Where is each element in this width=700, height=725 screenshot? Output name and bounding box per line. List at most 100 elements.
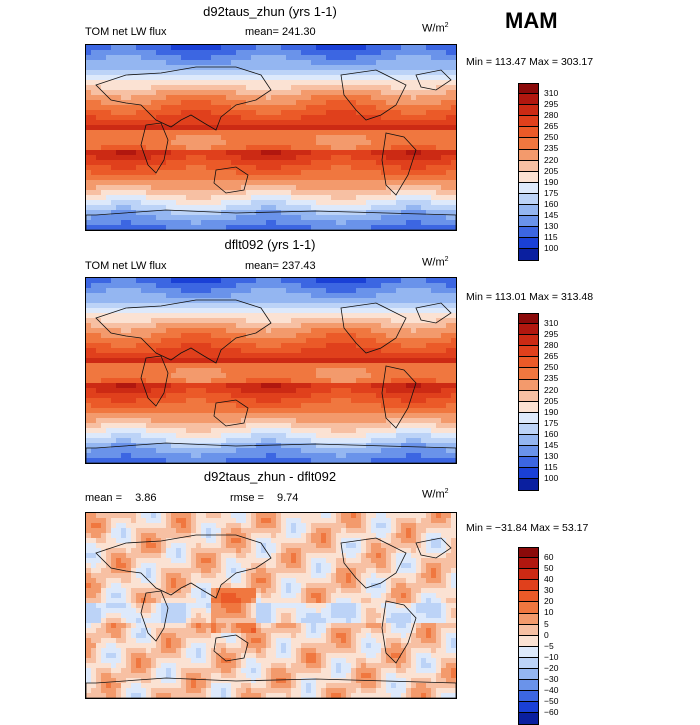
colorbar-swatch [518,194,539,205]
colorbar-swatch [518,357,539,368]
colorbar-swatch [518,669,539,680]
panel-2-units-text: W/m [422,257,445,269]
colorbar-label: −10 [544,652,558,663]
colorbar-swatch [518,702,539,713]
panel-1-title: d92taus_zhun (yrs 1-1) [85,4,455,19]
colorbar-label: 30 [544,585,553,596]
colorbar-label: 220 [544,385,558,396]
colorbar-swatch [518,216,539,227]
colorbar-swatch [518,324,539,335]
colorbar-swatch [518,713,539,724]
panel-3-minmax: Min = −31.84 Max = 53.17 [466,522,696,534]
panel-3-units-text: W/m [422,489,445,501]
colorbar-label: 100 [544,243,558,254]
panel-3-units: W/m2 [422,488,449,501]
colorbar-swatch [518,435,539,446]
colorbar-swatch [518,335,539,346]
colorbar-label: 60 [544,552,553,563]
colorbar-label: 160 [544,429,558,440]
colorbar-label: 0 [544,630,549,641]
colorbar-swatch [518,457,539,468]
panel-3-mean: mean = 3.86 [85,492,156,504]
panel-3-rmse: rmse = 9.74 [230,492,298,504]
colorbar-swatch [518,468,539,479]
panel-3-title: d92taus_zhun - dflt092 [85,469,455,484]
colorbar-swatch [518,313,539,324]
colorbar-label: 205 [544,166,558,177]
panel-1-units-text: W/m [422,23,445,35]
colorbar-label: 190 [544,407,558,418]
panel-1-mean-label: mean= [245,26,279,38]
colorbar-swatch [518,402,539,413]
panel-2-units: W/m2 [422,256,449,269]
colorbar-swatch [518,161,539,172]
colorbar-label: 130 [544,451,558,462]
panel-3-rmse-label: rmse = [230,492,264,504]
panel-1-mean: mean= 241.30 [245,26,316,38]
panel-2-map [85,277,457,464]
colorbar-swatch [518,658,539,669]
panel-2-title: dflt092 (yrs 1-1) [85,237,455,252]
colorbar-label: 265 [544,351,558,362]
panel-2-variable-label: TOM net LW flux [85,260,167,272]
colorbar-swatch [518,94,539,105]
colorbar-label: 280 [544,340,558,351]
colorbar-label: −50 [544,696,558,707]
colorbar-swatch [518,380,539,391]
colorbar-swatch [518,249,539,260]
colorbar-label: 145 [544,440,558,451]
colorbar-label: 145 [544,210,558,221]
colorbar-swatch [518,569,539,580]
colorbar-label: 50 [544,563,553,574]
panel-2-minmax: Min = 113.01 Max = 313.48 [466,291,696,303]
colorbar-label: 10 [544,607,553,618]
colorbar-label: −30 [544,674,558,685]
colorbar-label: −5 [544,641,554,652]
colorbar-swatch [518,150,539,161]
colorbar-label: 115 [544,232,558,243]
colorbar-label: 265 [544,121,558,132]
colorbar-label: 130 [544,221,558,232]
colorbar-label: −20 [544,663,558,674]
colorbar-label: 40 [544,574,553,585]
colorbar-swatch [518,446,539,457]
colorbar-label: −40 [544,685,558,696]
colorbar-label: 190 [544,177,558,188]
colorbar-label: 205 [544,396,558,407]
colorbar-label: 250 [544,132,558,143]
panel-2-map-field [86,278,456,463]
colorbar-label: 250 [544,362,558,373]
colorbar-swatch [518,183,539,194]
colorbar-label: 175 [544,188,558,199]
colorbar-label: 295 [544,99,558,110]
colorbar-swatch [518,127,539,138]
colorbar-label: 235 [544,143,558,154]
colorbar-swatch [518,580,539,591]
colorbar-swatch [518,413,539,424]
colorbar-swatch [518,547,539,558]
season-title: MAM [505,8,558,34]
panel-1-units: W/m2 [422,22,449,35]
colorbar-swatch [518,636,539,647]
colorbar-swatch [518,602,539,613]
colorbar-swatch [518,558,539,569]
panel-1-minmax: Min = 113.47 Max = 303.17 [466,56,696,68]
panel-1-units-exp: 2 [445,22,449,29]
colorbar-swatch [518,105,539,116]
colorbar-swatch [518,116,539,127]
panel-3-mean-value: 3.86 [135,492,156,504]
panel-2-mean-label: mean= [245,260,279,272]
colorbar-swatch [518,691,539,702]
panel-3-map [85,512,457,699]
panel-1-mean-value: 241.30 [282,26,316,38]
panel-3-mean-label: mean = [85,492,122,504]
colorbar-swatch [518,368,539,379]
colorbar-label: 310 [544,318,558,329]
colorbar-label: 160 [544,199,558,210]
colorbar-swatch [518,391,539,402]
panel-2-units-exp: 2 [445,256,449,263]
colorbar-label: 100 [544,473,558,484]
colorbar-label: 5 [544,619,549,630]
colorbar-swatch [518,205,539,216]
colorbar-swatch [518,346,539,357]
